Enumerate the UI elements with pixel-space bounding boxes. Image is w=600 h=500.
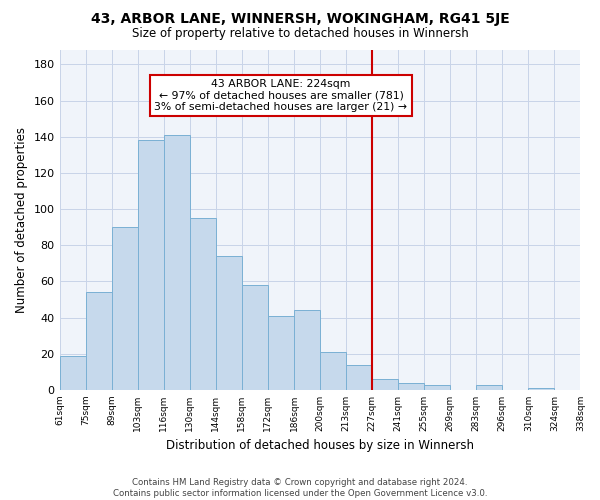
Bar — [476, 384, 502, 390]
Bar — [190, 218, 216, 390]
Bar — [137, 140, 164, 390]
Bar — [372, 379, 398, 390]
Bar — [320, 352, 346, 390]
Text: Size of property relative to detached houses in Winnersh: Size of property relative to detached ho… — [131, 28, 469, 40]
Bar — [346, 364, 372, 390]
X-axis label: Distribution of detached houses by size in Winnersh: Distribution of detached houses by size … — [166, 440, 474, 452]
Bar — [112, 227, 137, 390]
Bar — [164, 135, 190, 390]
Bar — [216, 256, 242, 390]
Bar — [398, 382, 424, 390]
Bar — [86, 292, 112, 390]
Bar — [242, 285, 268, 390]
Bar — [268, 316, 294, 390]
Text: 43 ARBOR LANE: 224sqm
← 97% of detached houses are smaller (781)
3% of semi-deta: 43 ARBOR LANE: 224sqm ← 97% of detached … — [154, 79, 407, 112]
Y-axis label: Number of detached properties: Number of detached properties — [15, 127, 28, 313]
Text: Contains HM Land Registry data © Crown copyright and database right 2024.
Contai: Contains HM Land Registry data © Crown c… — [113, 478, 487, 498]
Bar — [294, 310, 320, 390]
Bar — [529, 388, 554, 390]
Bar — [424, 384, 450, 390]
Text: 43, ARBOR LANE, WINNERSH, WOKINGHAM, RG41 5JE: 43, ARBOR LANE, WINNERSH, WOKINGHAM, RG4… — [91, 12, 509, 26]
Bar — [59, 356, 86, 390]
